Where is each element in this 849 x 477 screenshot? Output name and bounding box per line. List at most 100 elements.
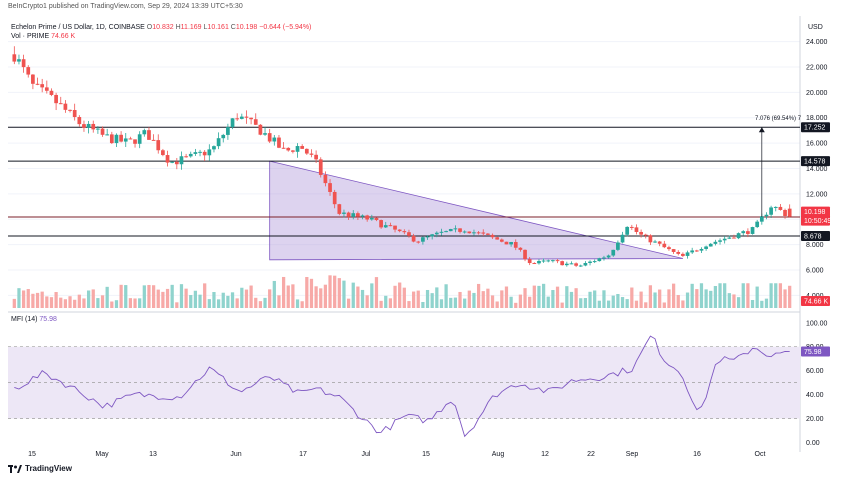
candle-body [634,227,639,232]
symbol-legend[interactable]: Echelon Prime / US Dollar, 1D, COINBASE … [11,24,311,31]
volume-bar [73,299,77,308]
candle-body [369,217,374,220]
volume-bar [203,283,207,308]
candle-body [495,237,500,240]
candle-body [272,137,277,142]
volume-bar [444,284,448,308]
candle-body [147,130,151,140]
volume-bar [12,298,16,308]
candle-body [184,156,188,158]
candle-body [620,234,625,243]
candle-body [239,116,244,119]
candle-body [560,261,565,266]
candle-body [667,247,671,250]
time-axis[interactable]: 15 May 13 Jun 17 Jul 15 Aug 12 22 Sep 16 Oct [28,451,765,458]
candle-body [174,161,179,165]
mfi-legend[interactable]: MFI (14) 75.98 [11,316,57,323]
volume-legend[interactable]: Vol · PRIME 74.66 K [11,33,75,40]
volume-bar [337,278,341,308]
candle-body [388,225,393,227]
horizontal-levels[interactable] [8,126,800,237]
volume-bar [161,291,165,308]
candle-body [616,242,620,250]
mfi-badge-bg [801,346,830,357]
volume-bar [774,283,778,308]
candle-body [281,147,286,149]
volume-bar [644,302,648,308]
mfi-tick-label: 40.00 [806,392,824,399]
candle-body [44,87,49,91]
level-badge-bg [801,156,830,167]
volume-badge-bg [801,296,830,306]
time-tick-label: Oct [755,451,766,458]
volume-bar [593,290,597,308]
volume-bar [639,291,643,308]
candle-body [212,146,216,150]
volume-bar [333,275,337,308]
volume-bar [235,298,239,308]
price-axis[interactable]: 24.000 22.000 20.000 18.000 16.000 14.000 12.0… [806,39,828,300]
low-value: 10.161 [207,24,229,31]
mfi-tick-label: 100.00 [806,320,828,327]
candle-body [629,226,634,228]
candle-body [718,240,722,242]
symbol-name[interactable]: Echelon Prime / US Dollar, 1D, COINBASE [11,24,145,31]
published-banner: BeInCrypto1 published on TradingView.com… [8,3,243,10]
candle-body [569,263,574,265]
volume-bar [35,292,40,308]
volume-bar [291,284,295,308]
candle-body [704,246,708,249]
volume-bar [398,282,402,308]
volume-bar [295,299,300,308]
candle-body [486,233,490,235]
candle-body [713,241,718,244]
tradingview-footer[interactable]: TradingView [8,464,72,473]
mfi-indicator-pane[interactable] [8,335,800,438]
candle-body [625,226,630,235]
current-price-badge: 10.198 [804,209,826,216]
volume-bar [732,294,736,308]
volume-bar [323,284,328,308]
volume-bar [221,292,225,308]
volume-bar [741,283,745,308]
volume-bar [240,287,244,308]
volume-bar [254,297,258,308]
volume-bar [509,296,513,308]
currency-label[interactable]: USD [808,24,823,31]
candle-body [764,214,769,217]
candle-body [226,127,230,135]
volume-bar [569,291,574,308]
change-value: −0.644 (−5.94%) [259,24,312,31]
candle-body [379,220,383,228]
time-tick-label: May [95,451,109,458]
candle-body [453,228,458,230]
volume-bar [602,290,606,308]
volume-bar [110,301,114,308]
candle-body [458,228,462,232]
time-tick-label: 17 [299,451,307,458]
volume-bar [370,283,374,308]
mfi-tick-label: 20.00 [806,416,824,423]
candle-body [732,237,736,239]
candle-body [541,260,546,262]
volume-bar [648,285,653,308]
candle-body [165,155,170,163]
countdown-badge-bg [801,215,830,226]
volume-bar [263,297,267,308]
candle-body [411,235,416,242]
candle-body [151,139,156,141]
candlesticks[interactable] [12,46,792,268]
volume-bar [281,276,286,308]
descending-triangle-pattern[interactable] [269,160,683,261]
price-range-measure[interactable]: 7.076 (69.54%) 7 [755,116,802,217]
time-tick-label: Sep [626,451,639,458]
volume-bar [495,301,499,308]
volume-bar [560,302,564,308]
candle-body [574,263,578,266]
volume-bar [393,285,397,308]
volume-bar [430,293,434,308]
candle-body [499,239,504,242]
candle-body [606,255,611,258]
